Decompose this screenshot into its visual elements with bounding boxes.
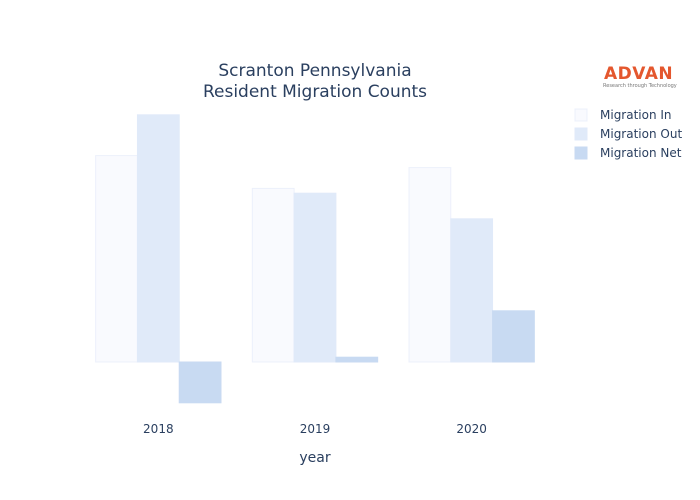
x-axis-title: year	[299, 450, 330, 466]
legend[interactable]: Migration In Migration Out Migration Net	[574, 108, 682, 160]
legend-swatch-migration-net[interactable]	[574, 146, 588, 160]
bar-migration-in-2020[interactable]	[408, 167, 452, 363]
bar-migration-in-2019[interactable]	[251, 187, 295, 363]
x-tick-label-2020: 2020	[456, 422, 487, 436]
x-tick-label-2018: 2018	[143, 422, 174, 436]
bars-group	[95, 114, 535, 404]
bar-migration-out-2019[interactable]	[293, 192, 337, 363]
chart-title-line-2: Resident Migration Counts	[203, 82, 427, 102]
legend-label-migration-in[interactable]: Migration In	[600, 108, 672, 122]
bar-migration-out-2018[interactable]	[136, 114, 180, 363]
advan-logo: ADVAN Research through Technology	[586, 66, 686, 96]
chart-title-line-1: Scranton Pennsylvania	[218, 61, 411, 81]
bar-migration-net-2018[interactable]	[178, 361, 222, 404]
x-tick-label-2019: 2019	[300, 422, 331, 436]
legend-swatch-migration-out[interactable]	[574, 127, 588, 141]
bar-migration-in-2018[interactable]	[95, 155, 138, 363]
bar-migration-out-2020[interactable]	[450, 218, 494, 363]
legend-swatch-migration-in[interactable]	[574, 108, 588, 122]
x-tick-labels: 2018 2019 2020	[143, 422, 487, 436]
legend-label-migration-net[interactable]: Migration Net	[600, 146, 682, 160]
legend-label-migration-out[interactable]: Migration Out	[600, 127, 682, 141]
logo-tagline: Research through Technology	[603, 83, 677, 89]
logo-name: ADVAN	[604, 64, 674, 84]
bar-migration-net-2020[interactable]	[492, 310, 535, 363]
bar-migration-net-2019[interactable]	[335, 356, 379, 363]
